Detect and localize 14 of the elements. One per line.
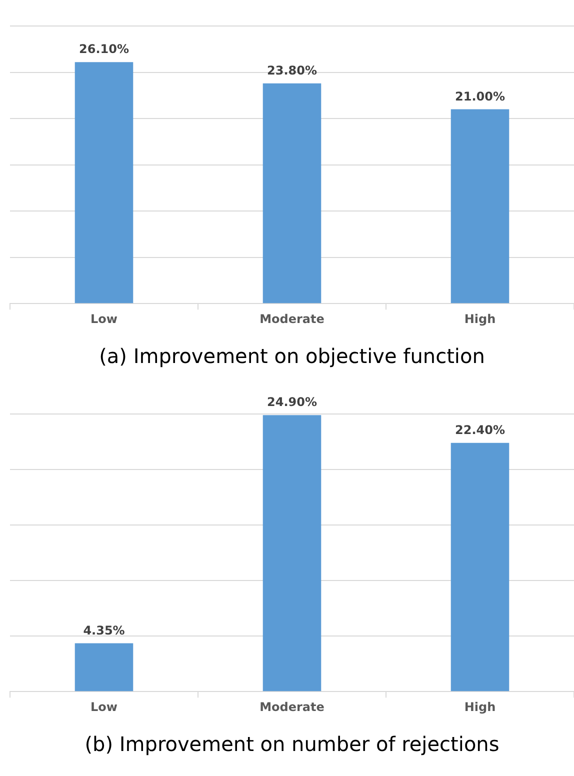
- x-tick-label: High: [464, 700, 496, 714]
- text: (a) Improvement on objective function: [99, 344, 485, 368]
- data-label: 23.80%: [267, 63, 317, 78]
- data-label: 24.90%: [267, 395, 317, 410]
- data-label: 4.35%: [83, 623, 125, 638]
- text: (b) Improvement on number of rejections: [84, 732, 500, 756]
- data-label: 26.10%: [79, 42, 129, 56]
- x-tick-label: Low: [90, 312, 118, 326]
- x-tick-label: Low: [90, 700, 118, 714]
- x-tick-label: Moderate: [260, 312, 324, 326]
- data-label: 21.00%: [455, 89, 505, 104]
- x-tick-label: Moderate: [260, 700, 324, 714]
- data-label: 22.40%: [455, 422, 505, 437]
- x-tick-label: High: [464, 312, 496, 326]
